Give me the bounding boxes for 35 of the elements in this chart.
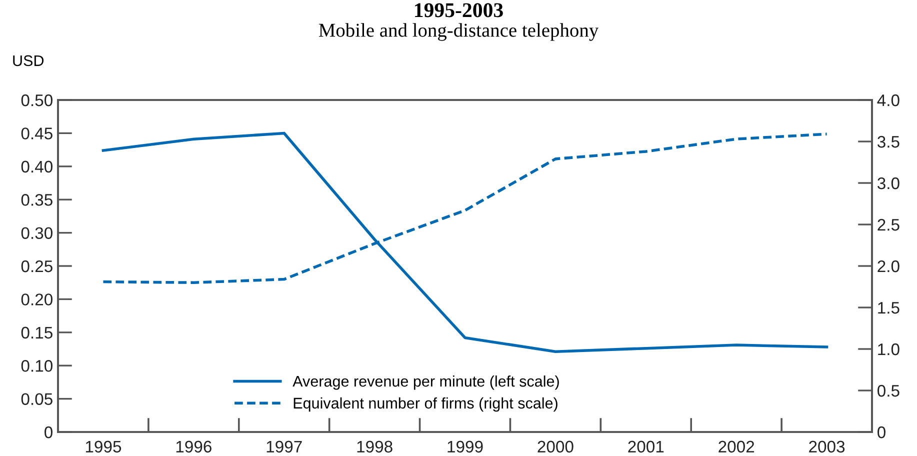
legend-label: Equivalent number of firms (right scale): [294, 397, 558, 412]
y2-tick-label: 0: [878, 426, 886, 438]
x-tick-label: 2001: [628, 440, 664, 453]
y2-tick-label: 3.0: [877, 177, 900, 190]
y-tick-label: 0.40: [21, 160, 52, 173]
x-tick-label: 2003: [809, 440, 845, 453]
y2-tick-label: 0.5: [878, 384, 900, 397]
y-tick-label: 0.10: [21, 360, 52, 372]
x-tick-label: 1997: [266, 440, 302, 453]
chart-subtitle: Mobile and long-distance telephony: [318, 23, 599, 41]
y2-tick-label: 4.0: [877, 94, 900, 106]
y-tick-label: 0.30: [21, 227, 52, 240]
y-tick-label: 0.25: [21, 260, 52, 272]
y-tick-label: 0.35: [21, 194, 52, 206]
x-tick-label: 1996: [176, 440, 212, 453]
y-tick-label: 0: [44, 426, 52, 438]
x-tick-label: 2002: [718, 440, 754, 453]
y2-tick-label: 1.0: [878, 343, 900, 356]
y-tick-label: 0.05: [21, 393, 52, 406]
x-tick-label: 2000: [538, 440, 574, 453]
y-tick-label: 0.45: [21, 128, 52, 140]
x-tick-label: 1999: [448, 440, 483, 453]
y-tick-label: 0.15: [21, 326, 52, 339]
y2-tick-label: 2.5: [878, 218, 900, 231]
y2-tick-label: 2.0: [878, 260, 900, 272]
y2-tick-label: 3.5: [877, 136, 900, 148]
y-tick-label: 0.50: [21, 94, 52, 106]
x-tick-label: 1998: [357, 440, 392, 453]
legend-label: Average revenue per minute (left scale): [292, 375, 559, 390]
y-tick-label: 0.20: [21, 294, 52, 306]
line-series: [102, 132, 828, 354]
y2-tick-label: 1.5: [878, 302, 900, 314]
x-tick-label: 1995: [86, 440, 122, 453]
chart-title: 1995-2003: [415, 3, 503, 18]
y-axis-title: USD: [13, 55, 44, 66]
